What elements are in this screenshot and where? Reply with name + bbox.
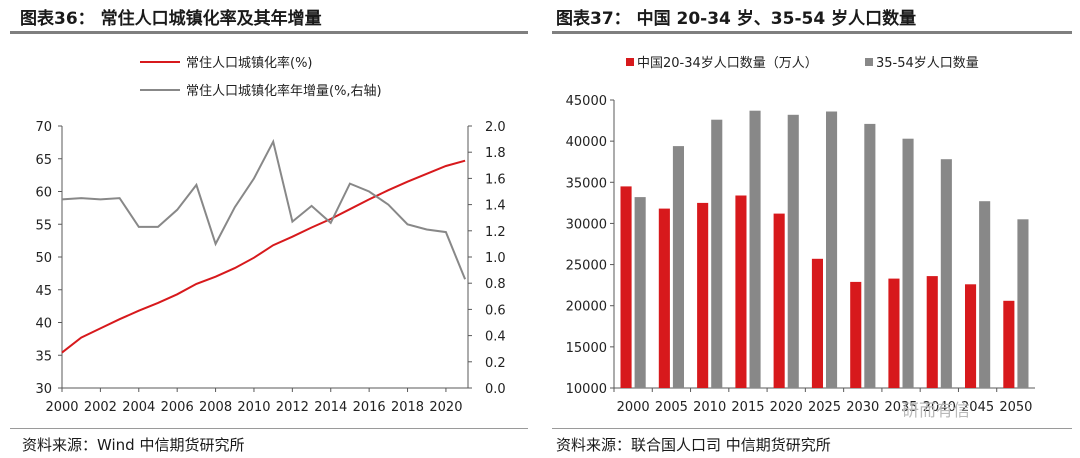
y-tick-label: 10000	[566, 382, 607, 397]
bar-age-35-54	[902, 138, 914, 388]
left-y-tick-label: 55	[35, 218, 52, 233]
legend-label-age-20-34: 中国20-34岁人口数量（万人）	[637, 56, 818, 71]
bar-age-20-34	[697, 202, 709, 388]
bar-age-35-54	[826, 111, 838, 388]
left-title-rule	[10, 31, 528, 34]
legend-swatch-age-35-54	[865, 58, 873, 66]
left-y-tick-label: 50	[35, 251, 52, 266]
x-tick-label: 2002	[84, 400, 117, 415]
bar-age-20-34	[620, 186, 632, 388]
left-y-tick-label: 65	[35, 153, 52, 168]
right-figure-title: 图表37： 中国 20-34 岁、35-54 岁人口数量	[556, 9, 917, 29]
bar-age-35-54	[864, 123, 876, 389]
right-y-tick-label: 0.0	[485, 382, 506, 397]
urbanization-line-chart: 常住人口城镇化率(%) 常住人口城镇化率年增量(%,右轴) 30 35 40 45 50…	[35, 55, 506, 415]
y-tick-label: 15000	[566, 341, 607, 356]
x-tick-label: 2014	[314, 400, 347, 415]
bar-age-20-34	[850, 281, 862, 388]
right-title-rule	[552, 31, 1072, 34]
x-tick-label: 2008	[199, 400, 232, 415]
bar-age-35-54	[787, 114, 799, 389]
right-y-tick-label: 2.0	[485, 120, 506, 135]
x-tick-label: 2020	[429, 400, 462, 415]
legend-label-annual-increase: 常住人口城镇化率年增量(%,右轴)	[186, 83, 382, 99]
x-tick-label: 2018	[391, 400, 424, 415]
y-tick-label: 30000	[566, 217, 607, 232]
population-bar-chart: 中国20-34岁人口数量（万人） 35-54岁人口数量 10000 15000 20…	[566, 56, 1035, 415]
right-y-tick-label: 1.2	[485, 225, 506, 240]
right-y-tick-label: 0.6	[485, 303, 506, 318]
bar-age-20-34	[1003, 300, 1015, 388]
right-y-tick-label: 0.2	[485, 356, 506, 371]
x-tick-label: 2030	[846, 400, 879, 415]
y-tick-label: 20000	[566, 300, 607, 315]
x-tick-label: 2004	[122, 400, 155, 415]
x-tick-label: 2045	[961, 400, 994, 415]
left-y-tick-label: 35	[35, 349, 52, 364]
right-y-tick-label: 0.4	[485, 330, 506, 345]
bar-age-20-34	[926, 276, 938, 388]
series-line-urbanization-rate	[61, 159, 466, 354]
x-tick-label: 2035	[884, 400, 917, 415]
x-tick-label: 2005	[655, 400, 688, 415]
bar-age-35-54	[711, 119, 723, 388]
wechat-watermark: 研而有信	[902, 401, 970, 421]
legend-swatch-age-20-34	[626, 58, 634, 66]
left-y-tick-label: 45	[35, 284, 52, 299]
legend-label-urbanization-rate: 常住人口城镇化率(%)	[186, 55, 313, 71]
legend-label-age-35-54: 35-54岁人口数量	[876, 56, 979, 71]
y-tick-label: 35000	[566, 176, 607, 191]
left-y-tick-label: 30	[35, 382, 52, 397]
bar-age-20-34	[965, 284, 977, 388]
x-tick-label: 2025	[808, 400, 841, 415]
x-tick-label: 2040	[923, 400, 956, 415]
bar-age-35-54	[940, 159, 952, 388]
series-line-annual-increase	[61, 138, 467, 280]
left-source-note: 资料来源：Wind 中信期货研究所	[22, 436, 245, 454]
right-y-tick-label: 1.4	[485, 199, 506, 214]
right-y-tick-label: 1.6	[485, 172, 506, 187]
bar-age-20-34	[658, 208, 670, 388]
bar-age-35-54	[1017, 219, 1029, 388]
right-source-note: 资料来源：联合国人口司 中信期货研究所	[556, 436, 831, 454]
x-tick-label: 2010	[693, 400, 726, 415]
x-tick-label: 2010	[237, 400, 270, 415]
right-y-tick-label: 1.8	[485, 146, 506, 161]
right-y-tick-label: 1.0	[485, 251, 506, 266]
x-tick-label: 2050	[999, 400, 1032, 415]
bar-age-35-54	[634, 197, 646, 388]
bar-age-20-34	[773, 213, 785, 388]
left-figure-title: 图表36： 常住人口城镇化率及其年增量	[20, 9, 322, 29]
x-tick-label: 2000	[45, 400, 78, 415]
right-footer-rule	[552, 428, 1072, 429]
left-y-tick-label: 40	[35, 317, 52, 332]
left-footer-rule	[10, 428, 528, 429]
x-tick-label: 2012	[276, 400, 309, 415]
bar-age-35-54	[979, 201, 991, 388]
x-tick-label: 2020	[770, 400, 803, 415]
y-tick-label: 25000	[566, 259, 607, 274]
bar-age-35-54	[749, 110, 761, 388]
right-y-tick-label: 0.8	[485, 277, 506, 292]
x-tick-label: 2016	[353, 400, 386, 415]
x-tick-label: 2015	[731, 400, 764, 415]
y-tick-label: 45000	[566, 94, 607, 109]
left-y-tick-label: 60	[35, 186, 52, 201]
bar-age-20-34	[811, 258, 823, 388]
left-y-tick-label: 70	[35, 120, 52, 135]
x-tick-label: 2006	[161, 400, 194, 415]
bar-age-35-54	[672, 146, 684, 388]
bar-age-20-34	[735, 195, 747, 388]
y-tick-label: 40000	[566, 135, 607, 150]
bar-age-20-34	[888, 278, 900, 388]
x-tick-label: 2000	[617, 400, 650, 415]
